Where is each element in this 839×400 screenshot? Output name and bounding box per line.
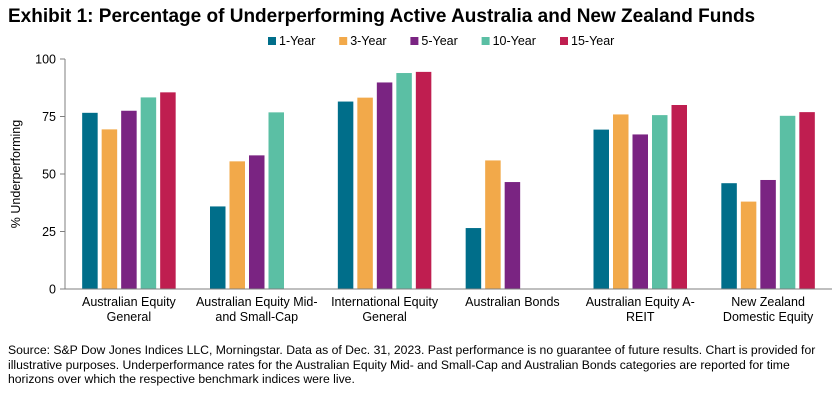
y-axis: 0 25 50 75 100 % Underperforming bbox=[9, 53, 66, 297]
bar bbox=[121, 110, 137, 289]
legend-swatch bbox=[268, 37, 276, 45]
y-axis-title: % Underperforming bbox=[9, 120, 23, 228]
x-category-label: Australian Equity A-REIT bbox=[586, 295, 695, 324]
bar bbox=[396, 73, 412, 289]
bar bbox=[721, 183, 737, 289]
legend-label: 3-Year bbox=[350, 34, 386, 48]
bar bbox=[632, 134, 648, 289]
x-category-label: Australian Bonds bbox=[465, 295, 560, 309]
bars bbox=[82, 71, 815, 290]
x-category-label: Australian Equity General bbox=[82, 295, 177, 324]
bar bbox=[613, 114, 629, 290]
legend-swatch bbox=[339, 37, 348, 45]
y-tick-label: 0 bbox=[49, 283, 56, 297]
bar bbox=[210, 206, 226, 289]
bar bbox=[357, 97, 373, 289]
bar bbox=[337, 101, 354, 289]
x-category-label: International Equity General bbox=[331, 295, 439, 324]
legend-label: 5-Year bbox=[421, 34, 457, 48]
bar bbox=[140, 97, 157, 289]
chart-title: Exhibit 1: Percentage of Underperforming… bbox=[8, 6, 756, 27]
bar bbox=[760, 179, 776, 289]
bar bbox=[376, 82, 393, 290]
y-tick-label: 75 bbox=[42, 110, 56, 124]
bar bbox=[268, 112, 284, 289]
y-tick-label: 100 bbox=[35, 53, 56, 67]
bar bbox=[249, 155, 265, 289]
y-tick-label: 25 bbox=[42, 225, 56, 239]
bar-chart: 1-Year 3-Year 5-Year 10-Year 15-Year 0 25 50 75… bbox=[9, 34, 832, 324]
legend: 1-Year 3-Year 5-Year 10-Year 15-Year bbox=[268, 34, 614, 48]
bar bbox=[415, 71, 432, 289]
legend-label: 15-Year bbox=[571, 34, 614, 48]
x-axis: Australian Equity General Australian Equit… bbox=[65, 288, 832, 324]
bar bbox=[465, 228, 482, 289]
x-category-label: New Zealand Domestic Equity bbox=[723, 295, 814, 324]
bar bbox=[652, 115, 668, 290]
bar bbox=[229, 161, 245, 289]
bar bbox=[160, 92, 176, 289]
bar bbox=[671, 105, 687, 289]
source-note: Source: S&P Dow Jones Indices LLC, Morni… bbox=[8, 343, 816, 386]
legend-label: 10-Year bbox=[493, 34, 536, 48]
legend-swatch bbox=[560, 37, 568, 45]
bar bbox=[82, 112, 98, 289]
bar bbox=[779, 115, 796, 289]
legend-swatch bbox=[410, 37, 419, 45]
bar bbox=[504, 182, 521, 289]
legend-swatch bbox=[481, 37, 490, 45]
bar bbox=[485, 160, 501, 289]
bar bbox=[740, 201, 757, 289]
legend-label: 1-Year bbox=[279, 34, 315, 48]
bar bbox=[799, 112, 815, 289]
bar bbox=[593, 129, 609, 289]
x-category-label: Australian Equity Mid-and Small-Cap bbox=[196, 295, 318, 324]
y-tick-label: 50 bbox=[42, 168, 56, 182]
bar bbox=[101, 129, 118, 289]
